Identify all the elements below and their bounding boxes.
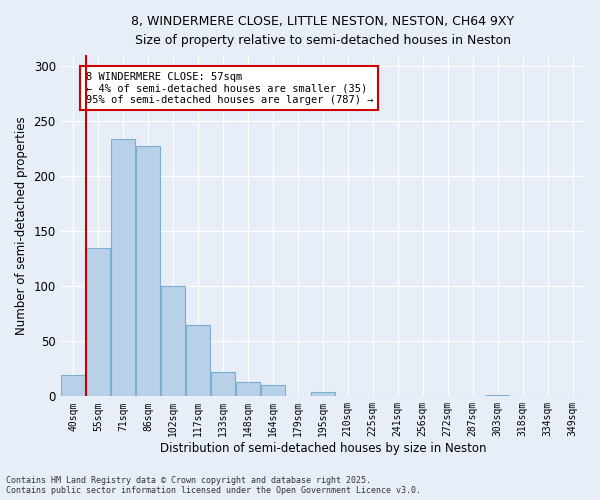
Bar [211, 372, 235, 396]
Text: 8 WINDERMERE CLOSE: 57sqm
← 4% of semi-detached houses are smaller (35)
95% of s: 8 WINDERMERE CLOSE: 57sqm ← 4% of semi-d… [86, 72, 373, 105]
Title: 8, WINDERMERE CLOSE, LITTLE NESTON, NESTON, CH64 9XY
Size of property relative t: 8, WINDERMERE CLOSE, LITTLE NESTON, NEST… [131, 15, 514, 47]
Bar [236, 382, 260, 396]
Text: Contains HM Land Registry data © Crown copyright and database right 2025.
Contai: Contains HM Land Registry data © Crown c… [6, 476, 421, 495]
Bar [111, 139, 135, 396]
Bar [86, 248, 110, 396]
Bar [136, 146, 160, 396]
Bar [186, 325, 210, 396]
Bar [311, 392, 335, 396]
Bar [261, 386, 285, 396]
X-axis label: Distribution of semi-detached houses by size in Neston: Distribution of semi-detached houses by … [160, 442, 486, 455]
Bar [61, 376, 85, 396]
Y-axis label: Number of semi-detached properties: Number of semi-detached properties [15, 116, 28, 335]
Bar [486, 395, 509, 396]
Bar [161, 286, 185, 397]
